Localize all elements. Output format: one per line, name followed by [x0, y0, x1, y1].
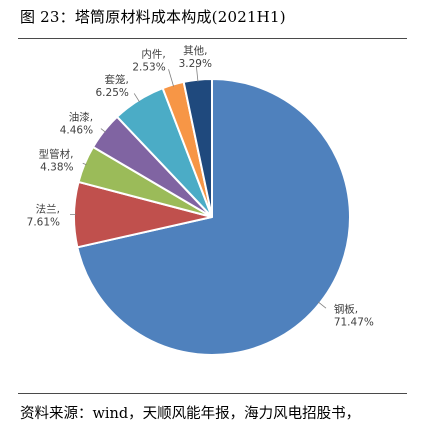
slice-label-3: 油漆, [69, 110, 93, 123]
page-title: 图 23：塔筒原材料成本构成(2021H1) [20, 8, 286, 26]
slice-value-2: 4.38% [40, 161, 73, 173]
slice-label-1: 法兰, [36, 202, 60, 215]
leader-line-2 [82, 162, 87, 166]
leader-line-3 [100, 128, 106, 133]
slice-label-4: 套笼, [105, 73, 129, 86]
top-divider [18, 38, 407, 39]
slice-value-0: 71.47% [334, 316, 374, 328]
source-note: 资料来源：wind，天顺风能年报，海力风电招股书， [20, 406, 361, 422]
slice-value-1: 7.61% [27, 216, 60, 228]
slice-label-0: 钢板, [334, 302, 358, 315]
slice-label-2: 型管材, [39, 147, 74, 160]
leader-line-6 [195, 65, 199, 82]
slice-label-6: 其他, [183, 44, 207, 57]
slice-value-6: 3.29% [179, 58, 212, 70]
leader-line-5 [168, 69, 174, 87]
leader-line-0 [317, 301, 327, 309]
slice-value-5: 2.53% [132, 62, 165, 74]
slice-label-5: 内件, [141, 48, 165, 61]
leader-line-4 [133, 93, 140, 103]
slice-value-4: 6.25% [96, 87, 129, 99]
slice-value-3: 4.46% [60, 124, 93, 136]
bottom-divider [18, 393, 407, 394]
